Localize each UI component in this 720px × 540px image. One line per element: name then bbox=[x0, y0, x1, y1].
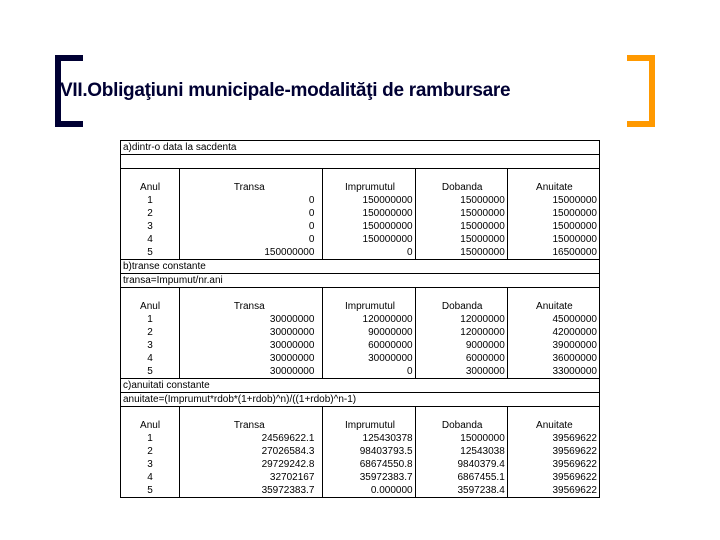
section-a-header: a)dintr-o data la sacdenta bbox=[121, 141, 600, 155]
table-row: 515000000001500000016500000 bbox=[121, 246, 600, 260]
table-row: 43270216735972383.76867455.139569622 bbox=[121, 471, 600, 484]
table-row: 101500000001500000015000000 bbox=[121, 194, 600, 207]
table-row: 401500000001500000015000000 bbox=[121, 233, 600, 246]
header-row-c: Anul Transa Imprumutul Dobanda Anuitate bbox=[121, 419, 600, 432]
table-row: 5300000000300000033000000 bbox=[121, 365, 600, 379]
table-row: 230000000900000001200000042000000 bbox=[121, 326, 600, 339]
table-row: 43000000030000000600000036000000 bbox=[121, 352, 600, 365]
section-a-blank bbox=[121, 155, 600, 169]
col-dobanda: Dobanda bbox=[415, 181, 507, 194]
table-row: 33000000060000000900000039000000 bbox=[121, 339, 600, 352]
section-c-header-1: c)anuitati constante bbox=[121, 379, 600, 393]
table-row: 124569622.11254303781500000039569622 bbox=[121, 432, 600, 445]
table-row: 329729242.868674550.89840379.439569622 bbox=[121, 458, 600, 471]
header-row-a: Anul Transa Imprumutul Dobanda Anuitate bbox=[121, 181, 600, 194]
data-table: a)dintr-o data la sacdenta Anul Transa I… bbox=[120, 140, 600, 498]
col-transa: Transa bbox=[180, 181, 323, 194]
table-row: 1300000001200000001200000045000000 bbox=[121, 313, 600, 326]
section-b-header-1: b)transe constante bbox=[121, 260, 600, 274]
table-row: 535972383.70.0000003597238.439569622 bbox=[121, 484, 600, 498]
col-imprumutul: Imprumutul bbox=[323, 181, 415, 194]
header-row-b: Anul Transa Imprumutul Dobanda Anuitate bbox=[121, 300, 600, 313]
col-anul: Anul bbox=[121, 181, 180, 194]
tables-container: a)dintr-o data la sacdenta Anul Transa I… bbox=[120, 140, 600, 498]
table-row: 227026584.398403793.51254303839569622 bbox=[121, 445, 600, 458]
section-c-header-2: anuitate=(Imprumut*rdob*(1+rdob)^n)/((1+… bbox=[121, 393, 600, 407]
table-row: 301500000001500000015000000 bbox=[121, 220, 600, 233]
page-title: VII.Obligaţiuni municipale-modalităţi de… bbox=[60, 80, 650, 102]
col-anuitate: Anuitate bbox=[507, 181, 599, 194]
section-b-header-2: transa=Impumut/nr.ani bbox=[121, 274, 600, 288]
table-row: 201500000001500000015000000 bbox=[121, 207, 600, 220]
